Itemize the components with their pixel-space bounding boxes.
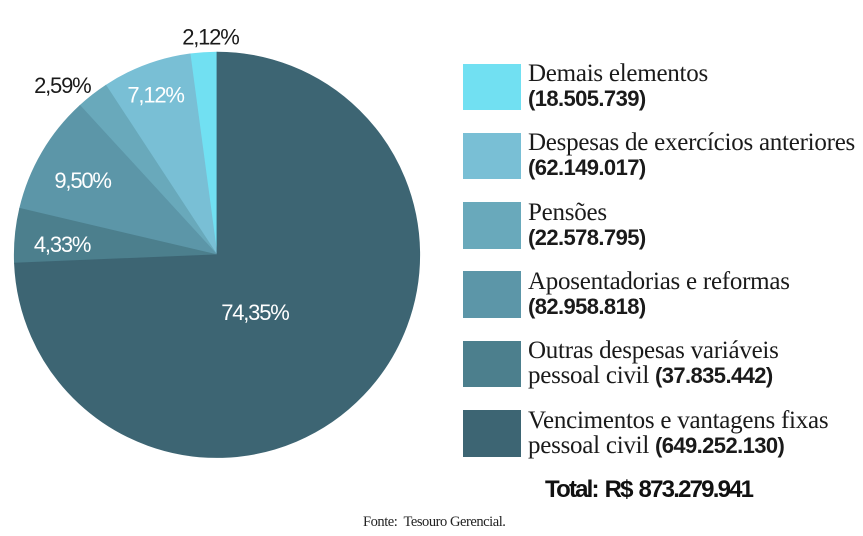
- svg-text:7,12%: 7,12%: [127, 83, 184, 108]
- svg-text:4,33%: 4,33%: [34, 232, 91, 257]
- svg-text:2,12%: 2,12%: [182, 24, 239, 49]
- svg-text:9,50%: 9,50%: [54, 168, 111, 193]
- svg-text:74,35%: 74,35%: [221, 300, 289, 325]
- svg-text:2,59%: 2,59%: [34, 73, 91, 98]
